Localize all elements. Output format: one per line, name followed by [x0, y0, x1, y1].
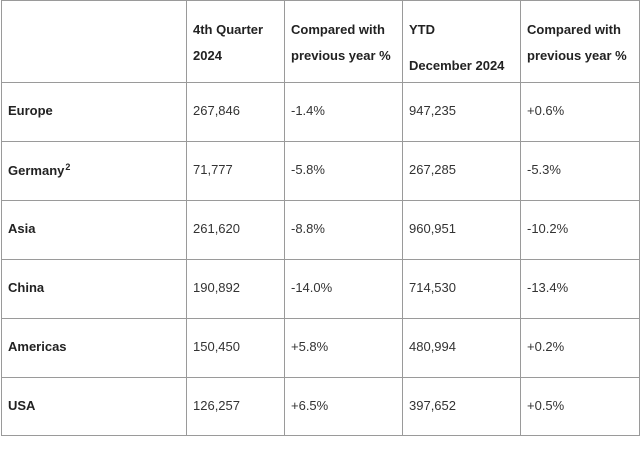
header-ytd-line1: YTD	[409, 22, 435, 37]
q4-change-cell: -14.0%	[284, 259, 403, 319]
header-ytd-change-line2: previous year %	[527, 48, 627, 63]
ytd-change-cell: +0.6%	[520, 82, 640, 142]
header-q4-line1: 4th Quarter	[193, 22, 264, 37]
q4-change-cell: -1.4%	[284, 82, 403, 142]
ytd-change-cell-text: -10.2%	[527, 221, 569, 236]
header-q4-line2: 2024	[193, 48, 222, 63]
q4-value-cell-text: 150,450	[193, 339, 240, 354]
ytd-value-cell-text: 947,235	[409, 103, 456, 118]
table-row: Americas 150,450 +5.8% 480,994 +0.2%	[1, 318, 640, 378]
ytd-value-cell-text: 480,994	[409, 339, 456, 354]
ytd-value-cell: 267,285	[402, 141, 521, 201]
region-cell-text: Americas	[8, 339, 67, 354]
table-row: Germany2 71,777 -5.8% 267,285 -5.3%	[1, 141, 640, 201]
ytd-value-cell: 397,652	[402, 377, 521, 436]
q4-change-cell: +5.8%	[284, 318, 403, 378]
q4-change-cell: +6.5%	[284, 377, 403, 436]
ytd-change-cell: -13.4%	[520, 259, 640, 319]
region-cell: Americas	[1, 318, 187, 378]
header-ytd-line2: December 2024	[409, 58, 505, 73]
table-row: China 190,892 -14.0% 714,530 -13.4%	[1, 259, 640, 319]
q4-value-cell: 71,777	[186, 141, 285, 201]
header-ytd-change: Compared with previous year %	[520, 0, 640, 83]
q4-value-cell-text: 71,777	[193, 162, 233, 177]
table-row: Asia 261,620 -8.8% 960,951 -10.2%	[1, 200, 640, 260]
ytd-change-cell: +0.5%	[520, 377, 640, 436]
ytd-change-cell-text: +0.5%	[527, 398, 565, 413]
q4-change-cell-text: -14.0%	[291, 280, 333, 295]
header-q4: 4th Quarter 2024	[186, 0, 285, 83]
region-cell: Asia	[1, 200, 187, 260]
q4-value-cell-text: 261,620	[193, 221, 240, 236]
q4-value-cell: 267,846	[186, 82, 285, 142]
header-q4-change: Compared with previous year %	[284, 0, 403, 83]
region-cell: China	[1, 259, 187, 319]
q4-change-cell: -5.8%	[284, 141, 403, 201]
q4-value-cell-text: 126,257	[193, 398, 240, 413]
q4-value-cell: 190,892	[186, 259, 285, 319]
region-cell-text: Europe	[8, 103, 53, 118]
ytd-value-cell: 714,530	[402, 259, 521, 319]
ytd-value-cell-text: 714,530	[409, 280, 456, 295]
ytd-change-cell-text: -5.3%	[527, 162, 561, 177]
region-cell-text: Asia	[8, 221, 36, 236]
header-ytd: YTD December 2024	[402, 0, 521, 83]
table-row: USA 126,257 +6.5% 397,652 +0.5%	[1, 377, 640, 436]
q4-change-cell-text: -5.8%	[291, 162, 325, 177]
ytd-value-cell: 947,235	[402, 82, 521, 142]
ytd-change-cell-text: +0.6%	[527, 103, 565, 118]
q4-value-cell-text: 190,892	[193, 280, 240, 295]
footnote-marker: 2	[65, 162, 71, 172]
q4-change-cell-text: -1.4%	[291, 103, 325, 118]
q4-value-cell: 261,620	[186, 200, 285, 260]
table-row: Europe 267,846 -1.4% 947,235 +0.6%	[1, 82, 640, 142]
region-cell-text: China	[8, 280, 45, 295]
ytd-change-cell: +0.2%	[520, 318, 640, 378]
sales-table: 4th Quarter 2024 Compared with previous …	[1, 0, 640, 436]
header-q4-change-line1: Compared with	[291, 22, 385, 37]
ytd-value-cell: 960,951	[402, 200, 521, 260]
ytd-value-cell-text: 397,652	[409, 398, 456, 413]
ytd-change-cell: -5.3%	[520, 141, 640, 201]
header-ytd-change-line1: Compared with	[527, 22, 621, 37]
q4-value-cell: 150,450	[186, 318, 285, 378]
header-q4-change-line2: previous year %	[291, 48, 391, 63]
q4-value-cell: 126,257	[186, 377, 285, 436]
region-cell: Europe	[1, 82, 187, 142]
q4-change-cell: -8.8%	[284, 200, 403, 260]
header-row: 4th Quarter 2024 Compared with previous …	[1, 0, 640, 83]
region-cell-text: USA	[8, 398, 36, 413]
region-cell: Germany2	[1, 141, 187, 201]
ytd-value-cell: 480,994	[402, 318, 521, 378]
ytd-change-cell: -10.2%	[520, 200, 640, 260]
ytd-change-cell-text: -13.4%	[527, 280, 569, 295]
ytd-value-cell-text: 267,285	[409, 162, 456, 177]
q4-value-cell-text: 267,846	[193, 103, 240, 118]
region-cell: USA	[1, 377, 187, 436]
ytd-value-cell-text: 960,951	[409, 221, 456, 236]
q4-change-cell-text: -8.8%	[291, 221, 325, 236]
q4-change-cell-text: +5.8%	[291, 339, 329, 354]
region-cell-text: Germany	[8, 163, 65, 178]
q4-change-cell-text: +6.5%	[291, 398, 329, 413]
ytd-change-cell-text: +0.2%	[527, 339, 565, 354]
header-region	[1, 0, 187, 83]
